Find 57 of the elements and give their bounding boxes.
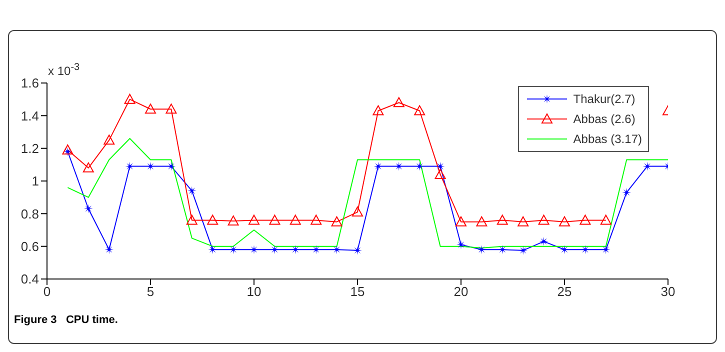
point — [104, 134, 115, 145]
point — [166, 104, 177, 114]
point — [414, 105, 426, 116]
y-tick-label: 1.4 — [20, 108, 39, 124]
y-tick-label: 0.8 — [20, 206, 39, 222]
x-tick-label: 20 — [454, 284, 468, 300]
y-tick-label: 1.6 — [20, 76, 39, 91]
y-tick-label: 0.4 — [20, 272, 39, 287]
point — [559, 216, 570, 226]
point — [269, 214, 280, 225]
point — [434, 168, 446, 179]
y-tick-label: 0.6 — [20, 238, 39, 254]
point — [186, 214, 198, 225]
point — [331, 216, 342, 226]
point — [84, 204, 93, 214]
y-tick-label: 1 — [32, 174, 39, 189]
point — [124, 94, 136, 104]
point — [104, 245, 114, 254]
y-tick-label: 1.2 — [20, 140, 39, 156]
point — [353, 246, 362, 255]
caption: Figure 3 CPU time. — [14, 314, 118, 326]
x-tick-label: 10 — [246, 284, 262, 300]
legend-label: Thakur(2.7) — [573, 92, 636, 106]
point — [82, 162, 94, 172]
point — [250, 245, 258, 254]
point — [146, 162, 155, 171]
legend-label: Abbas (3.17) — [573, 132, 642, 146]
point — [518, 216, 529, 226]
x-tick-label: 0 — [43, 284, 51, 300]
point — [310, 214, 322, 225]
point — [538, 214, 550, 225]
point — [145, 104, 156, 114]
point — [456, 216, 466, 226]
point — [518, 246, 528, 255]
x-tick-label: 25 — [557, 284, 572, 300]
point — [62, 144, 74, 154]
text: x 10$^{-3}$ — [48, 62, 80, 78]
point — [352, 206, 363, 217]
point — [580, 214, 591, 225]
x-tick-label: 5 — [146, 284, 154, 300]
legend-label: Abbas (2.6) — [573, 112, 636, 126]
point — [560, 245, 569, 254]
point — [290, 214, 301, 225]
x-tick-label: 30 — [660, 284, 676, 300]
point — [228, 216, 239, 226]
point — [476, 216, 488, 226]
point — [622, 188, 632, 197]
point — [372, 105, 384, 116]
x-tick-label: 15 — [350, 284, 365, 300]
point — [207, 214, 218, 225]
point — [539, 236, 548, 246]
point — [456, 240, 466, 250]
point — [600, 214, 612, 225]
point — [496, 214, 508, 225]
point — [187, 186, 196, 196]
point — [393, 97, 404, 108]
point — [248, 214, 260, 225]
